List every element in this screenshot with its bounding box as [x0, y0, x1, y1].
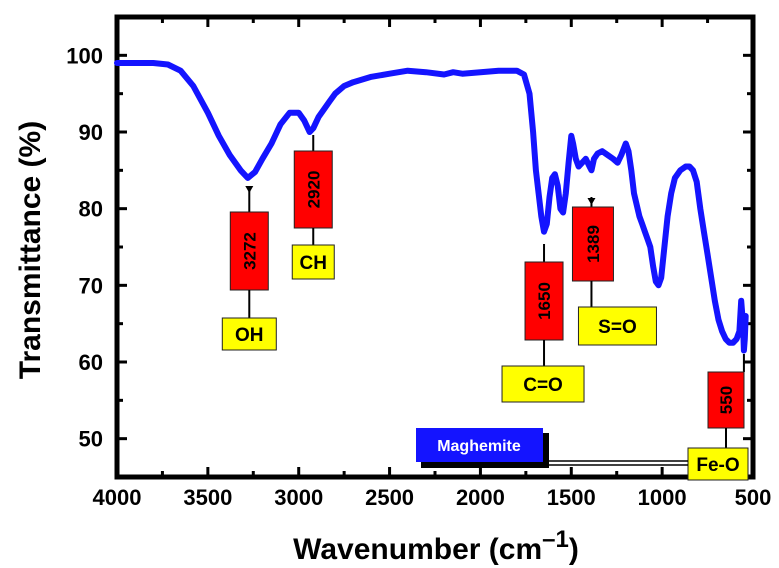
group-label-C=O: C=O: [523, 375, 563, 396]
group-label-S=O: S=O: [598, 317, 637, 338]
group-box-S=O: [577, 306, 657, 346]
peak-box-550: [707, 371, 745, 429]
legend-box: [416, 428, 543, 462]
group-label-OH: OH: [235, 325, 264, 346]
peak-box-2920: [293, 150, 333, 229]
y-tick-label: 100: [66, 43, 103, 68]
legend-label: Maghemite: [437, 438, 521, 455]
x-tick-label: 3000: [274, 485, 323, 510]
x-axis-title-close: ): [569, 533, 579, 566]
peak-label-550: 550: [717, 386, 736, 414]
arrow-3272: [245, 186, 254, 193]
annotations-group: 3272 OH 2920 CH 1650 C=O 1389 S=O 550 Fe-O: [221, 135, 749, 481]
group-label-CH: CH: [300, 253, 327, 274]
plot-frame: [114, 14, 756, 480]
peak-label-1389: 1389: [584, 225, 603, 263]
y-tick-label: 70: [79, 273, 103, 298]
x-tick-label: 2000: [456, 485, 505, 510]
peak-label-2920: 2920: [304, 171, 323, 209]
x-axis-title-superscript: –1: [542, 526, 569, 553]
x-tick-label: 2500: [365, 485, 414, 510]
x-axis-title: Wavenumber (cm–1): [293, 526, 579, 566]
series-group: [114, 60, 749, 354]
y-tick-label: 90: [79, 120, 103, 145]
peak-label-3272: 3272: [240, 232, 259, 270]
peak-box-1389: [571, 206, 614, 282]
group-box-CH: [291, 244, 335, 280]
peak-label-1650: 1650: [535, 282, 554, 320]
x-tick-label: 3500: [183, 485, 232, 510]
group-label-Fe-O: Fe-O: [696, 455, 739, 476]
arrow-1389: [587, 198, 596, 205]
axes: [114, 14, 756, 480]
x-axis-title-main: Wavenumber (cm: [293, 533, 542, 566]
group-box-Fe-O: [687, 447, 749, 481]
legend-group: Maghemite: [416, 428, 688, 468]
x-tick-label: 4000: [93, 485, 142, 510]
x-tick-label: 500: [735, 485, 772, 510]
y-axis-title: Transmittance (%): [14, 121, 47, 379]
x-tick-label: 1000: [638, 485, 687, 510]
group-box-OH: [221, 317, 277, 351]
y-tick-label: 80: [79, 197, 103, 222]
tick-group: 4000 3500 3000 2500 2000 1500 1000 500 50 60 70 80 9…: [66, 15, 772, 510]
peak-box-1650: [524, 261, 564, 341]
y-tick-label: 60: [79, 350, 103, 375]
group-box-C=O: [501, 365, 585, 403]
x-tick-label: 1500: [547, 485, 596, 510]
y-tick-label: 50: [79, 427, 103, 452]
series-line-maghemite: [114, 60, 749, 354]
titles-group: Wavenumber (cm–1) Transmittance (%): [14, 121, 579, 566]
